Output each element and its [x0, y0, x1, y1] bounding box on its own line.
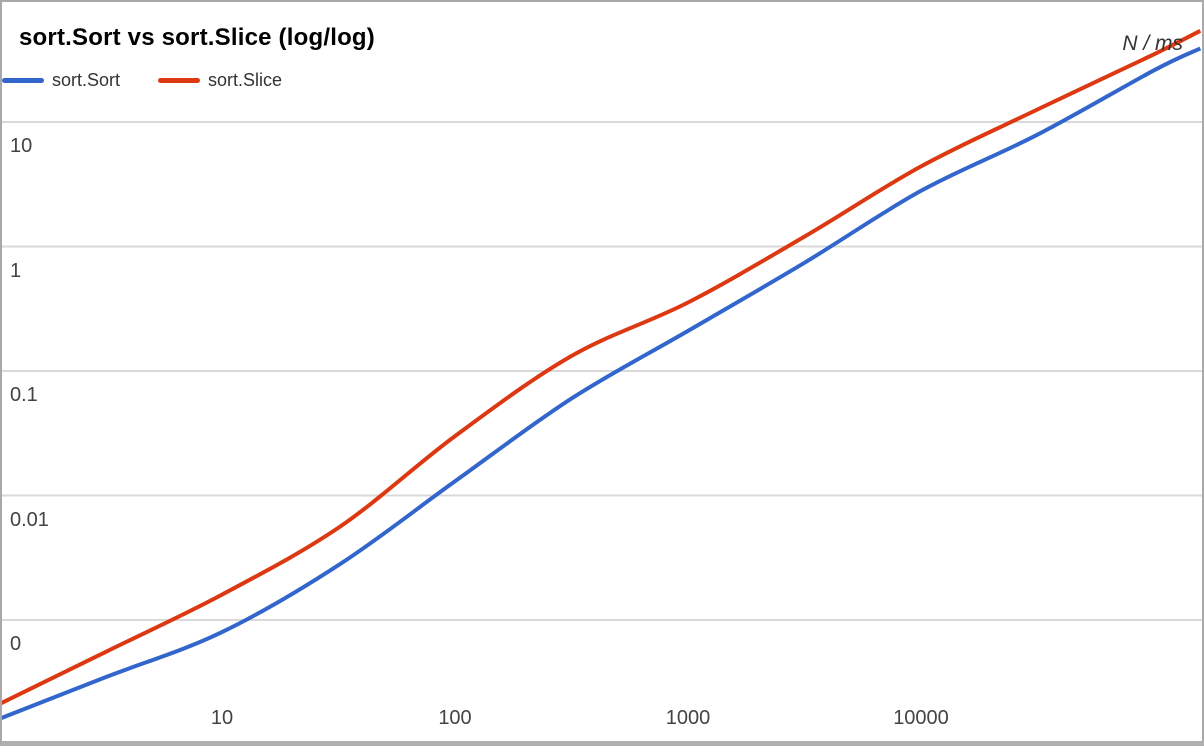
- series-line-sort-sort: [0, 46, 1202, 721]
- y-axis-tick-label-1: 1: [10, 259, 22, 282]
- chart-title: sort.Sort vs sort.Slice (log/log): [19, 24, 375, 51]
- legend-label-sort-slice: sort.Slice: [208, 69, 283, 90]
- legend-item-sort-sort: sort.Sort: [2, 70, 120, 91]
- series-line-sort-slice: [0, 29, 1202, 706]
- legend-item-sort-slice: sort.Slice: [158, 70, 282, 91]
- y-axis-tick-label-10: 10: [10, 135, 33, 157]
- axis-unit-label: N / ms: [1122, 32, 1183, 55]
- y-axis-tick-label-0: 0: [10, 633, 22, 655]
- y-axis-tick-label-0.1: 0.1: [10, 384, 38, 406]
- x-axis-tick-label-1000: 1000: [665, 707, 711, 729]
- x-axis-tick-label-10000: 10000: [893, 707, 949, 729]
- legend-label-sort-sort: sort.Sort: [52, 69, 121, 90]
- legend: sort.Sort sort.Slice: [2, 68, 282, 92]
- legend-swatch-sort-sort: [2, 77, 44, 83]
- y-axis-tick-label-0.01: 0.01: [10, 508, 49, 531]
- x-axis-tick-label-100: 100: [438, 707, 472, 729]
- legend-swatch-sort-slice: [158, 77, 201, 83]
- x-axis-tick-label-10: 10: [210, 707, 234, 729]
